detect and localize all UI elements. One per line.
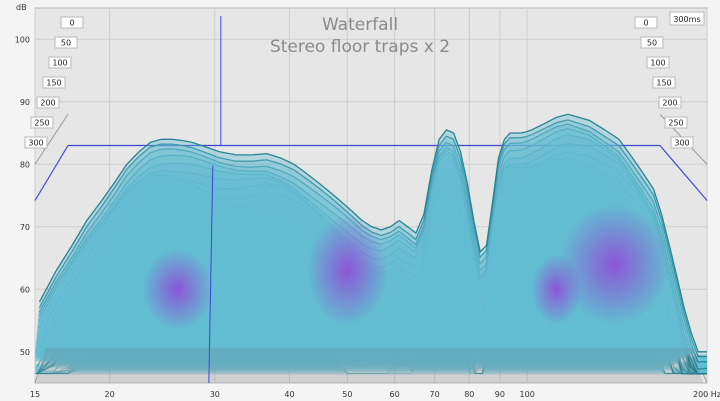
x-tick-label: 50 [342,390,352,399]
x-tick-label: 90 [495,390,505,399]
time-slice-tag-right [640,36,664,49]
time-slice-label-left: 100 [52,59,67,68]
resonance-highlight [559,204,670,325]
time-slice-labels: 0 0 50 50 100 100 150 150 200 200 250 250 300 300 300m… [24,11,705,149]
x-tick-label: 60 [390,390,400,399]
waterfall-slice-fill [35,197,707,374]
cursor-depth-right [659,145,708,201]
time-slice-label-right: 150 [656,79,671,88]
waterfall-slice-line [37,157,707,375]
time-slice-label-right: 250 [668,119,683,128]
waterfall-slice-line [38,119,707,358]
time-slice-tag-left [54,36,78,49]
time-axis-tag [669,11,705,26]
time-slice-label-left: 0 [69,19,74,28]
cursor-depth-left [34,145,69,201]
y-tick-label: 50 [20,348,30,357]
x-tick-label: 100 [520,390,535,399]
time-slice-tag-right [664,116,688,129]
time-slice-tag-right [646,56,670,69]
x-tick-label: 30 [210,390,220,399]
time-slice-tag-right [670,136,694,149]
waterfall-slice-fill [35,183,707,374]
time-slice-tag-left [60,16,84,29]
waterfall-slice-fill [35,201,707,374]
time-slice-tag-right [634,16,658,29]
time-slice-tag-left [36,96,60,109]
waterfall-slice-line [38,113,707,353]
time-slice-label-right: 300 [674,139,689,148]
cursor-front-line [208,165,214,384]
time-slice-label-left: 250 [34,119,49,128]
chart-subtitle: Stereo floor traps x 2 [270,37,450,57]
x-tick-label: 20 [105,390,115,399]
waterfall-slice-fill [35,194,707,374]
x-tick-label: 15 [30,390,40,399]
waterfall-slice-line [37,151,707,375]
resonance-highlight [142,249,213,330]
waterfall-slice-fill [35,170,707,374]
resonance-highlight [531,254,582,325]
x-tick-label: 200 Hz [693,390,720,399]
y-tick-label: 70 [20,223,30,232]
time-slice-label-right: 200 [662,99,677,108]
waterfall-slice-fill [35,161,707,374]
time-slice-tag-left [48,56,72,69]
time-slice-tag-right [658,96,682,109]
x-tick-label: 70 [430,390,440,399]
plot-background [34,7,708,384]
time-slice-tag-left [24,136,48,149]
y-tick-label: 100 [15,35,30,44]
waterfall-slice-fill [35,193,707,374]
time-slice-label-right: 100 [650,59,665,68]
y-tick-label: 90 [20,98,30,107]
waterfall-slice-fill [35,253,707,375]
time-slice-label-right: 0 [643,19,648,28]
waterfall-slice-fill [35,159,707,374]
waterfall-slice-fill [35,205,707,374]
time-slice-tag-left [30,116,54,129]
time-axis-label: 300ms [673,15,700,24]
time-slice-label-left: 50 [61,39,71,48]
waterfall-slice-line [38,127,707,370]
chart-title: Waterfall [322,15,398,35]
waterfall-slice-fill [35,158,707,374]
y-axis-unit-label: dB [16,3,27,12]
time-slice-label-left: 300 [28,139,43,148]
waterfall-slice-line [38,142,707,375]
x-tick-label: 80 [464,390,474,399]
time-slice-label-left: 200 [40,99,55,108]
depth-guide-left [34,113,69,165]
resonance-highlight [307,215,388,326]
waterfall-slice-fill [35,220,707,374]
x-tick-label: 40 [284,390,294,399]
waterfall-slice-line [37,158,707,375]
time-slice-tag-right [652,76,676,89]
y-tick-label: 60 [20,285,30,294]
waterfall-slice-line [38,123,707,363]
depth-guide-floor-left [34,347,48,384]
waterfall-slice-fill [35,195,707,374]
waterfall-slice-fill [35,264,707,375]
time-slice-label-right: 50 [647,39,657,48]
waterfall-surface [35,113,707,383]
y-tick-label: 80 [20,160,30,169]
cursor-front [208,165,214,384]
time-slice-tag-left [42,76,66,89]
time-slice-label-left: 150 [46,79,61,88]
waterfall-slice-fill [35,159,707,374]
axis-ticks: 15 20 30 40 50 60 70 80 90 100 200 Hz 50 60 70 80 90 100 [15,35,720,399]
waterfall-slice-fill [35,152,707,374]
